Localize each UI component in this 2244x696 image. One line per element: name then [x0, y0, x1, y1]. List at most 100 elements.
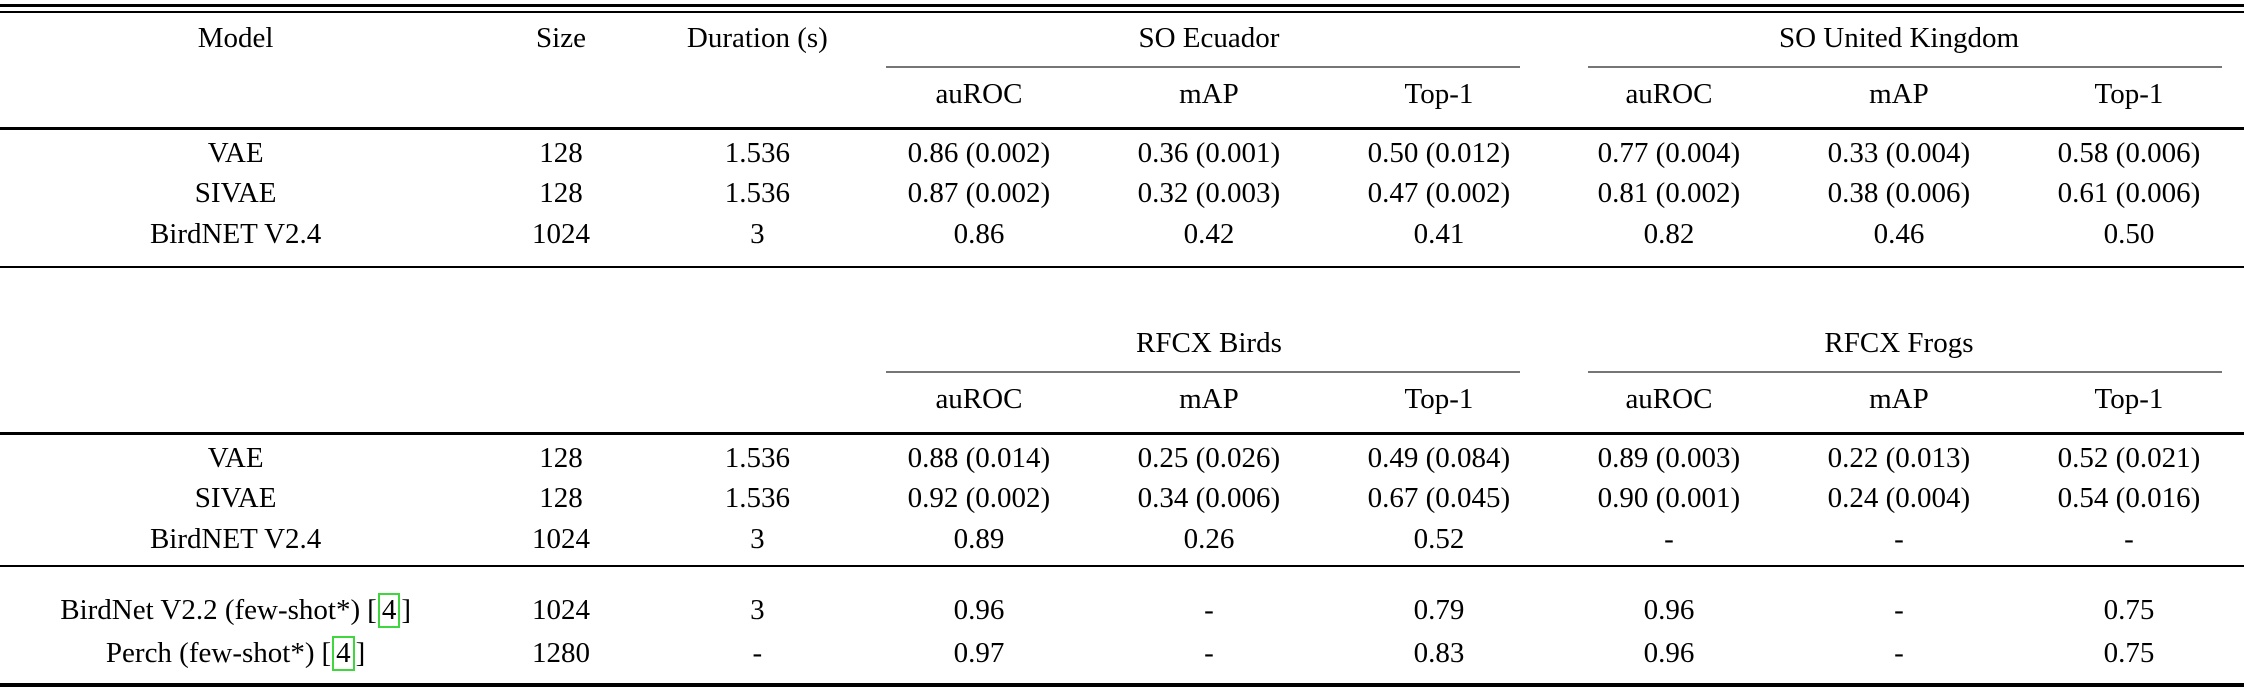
cell-value: -: [1783, 519, 2014, 567]
metric-header-row: auROC mAP Top-1 auROC mAP Top-1: [0, 377, 2244, 433]
cell-value: -: [1894, 594, 1904, 627]
metric-header-auroc: auROC: [1625, 77, 1713, 110]
cell-duration: 3: [750, 594, 765, 627]
col-header-model: Model: [197, 22, 274, 54]
cell-value: -: [2013, 519, 2244, 567]
section-gap: [0, 268, 2244, 318]
cell-value: 0.46: [1783, 214, 2014, 268]
table-row-vae: VAE 128 1.536 0.88 (0.014) 0.25 (0.026) …: [0, 431, 2244, 479]
citation-link-4[interactable]: 4: [332, 636, 355, 672]
cell-value: 0.89 (0.003): [1553, 431, 1784, 479]
cmidrule-rfcx-birds: [885, 371, 1520, 374]
cmidrule-so-ecuador: [885, 66, 1520, 69]
cell-value: 0.50 (0.012): [1323, 126, 1554, 174]
cell-size: 1280: [471, 632, 651, 688]
cell-value: 0.58 (0.006): [2013, 126, 2244, 174]
cell-value: 0.88 (0.014): [863, 431, 1094, 479]
cell-value: 0.49 (0.084): [1323, 431, 1554, 479]
cell-model: VAE: [0, 431, 472, 479]
citation-link-4[interactable]: 4: [377, 592, 401, 629]
metric-header-top1: Top-1: [2094, 77, 2164, 110]
cell-value: 0.96: [1553, 632, 1784, 688]
cell-value: -: [1783, 632, 2014, 688]
table-row-sivae: SIVAE 128 1.536 0.87 (0.002) 0.32 (0.003…: [0, 173, 2244, 214]
cell-duration: -: [650, 632, 864, 688]
cmidrule-rfcx-frogs: [1587, 371, 2222, 374]
cell-size: 1024: [471, 214, 651, 268]
cell-value: 0.32 (0.003): [1137, 177, 1281, 210]
metric-header-auroc: auROC: [1625, 382, 1713, 415]
table-row-birdnet-v24: BirdNET V2.4 1024 3 0.89 0.26 0.52 - - -: [0, 519, 2244, 567]
cell-value: 0.83: [1323, 632, 1554, 688]
model-label: BirdNet V2.2 (few-shot*): [60, 593, 361, 626]
cell-model: BirdNET V2.4: [0, 519, 472, 567]
group-header-row: Model Size Duration (s) SO Ecuador SO Un…: [0, 13, 2244, 58]
metric-header-map: mAP: [1869, 382, 1929, 415]
cell-value: 0.75: [2103, 594, 2155, 627]
metric-header-top1: Top-1: [1404, 382, 1474, 415]
cell-value: 0.41: [1323, 214, 1554, 268]
cell-value: 0.75: [2013, 632, 2244, 688]
cell-size: 128: [539, 177, 583, 210]
cell-model: BirdNet V2.2 (few-shot*)[4]: [0, 566, 471, 632]
cell-value: 0.54 (0.016): [2057, 482, 2201, 515]
cell-model: VAE: [0, 126, 472, 174]
cell-value: 0.96: [1643, 594, 1695, 627]
cell-value: 0.52: [1323, 519, 1554, 567]
citation-bracket-open: [: [367, 593, 377, 626]
cell-model: SIVAE: [194, 177, 277, 210]
citation-bracket-close: ]: [401, 593, 411, 626]
cell-value: 0.25 (0.026): [1093, 431, 1324, 479]
col-header-duration: Duration (s): [686, 22, 828, 54]
cell-size: 1024: [532, 594, 590, 627]
table-row-vae: VAE 128 1.536 0.86 (0.002) 0.36 (0.001) …: [0, 126, 2244, 174]
cell-value: 0.67 (0.045): [1367, 482, 1511, 515]
cell-duration: 1.536: [724, 482, 790, 515]
cell-value: 0.77 (0.004): [1553, 126, 1784, 174]
metric-header-auroc: auROC: [935, 77, 1023, 110]
cell-size: 128: [471, 431, 651, 479]
table-row-birdnet-v24: BirdNET V2.4 1024 3 0.86 0.42 0.41 0.82 …: [0, 214, 2244, 268]
group-header-so-united-kingdom: SO United Kingdom: [1778, 22, 2019, 54]
cell-value: -: [1553, 519, 1784, 567]
table-row-perch-fewshot: Perch (few-shot*)[4] 1280 - 0.97 - 0.83 …: [0, 632, 2244, 688]
cell-value: 0.86 (0.002): [863, 126, 1094, 174]
cell-value: 0.61 (0.006): [2057, 177, 2201, 210]
cell-value: 0.90 (0.001): [1597, 482, 1741, 515]
group-header-rfcx-frogs: RFCX Frogs: [1824, 326, 1974, 359]
metric-header-map: mAP: [1179, 77, 1239, 110]
cell-value: 0.34 (0.006): [1137, 482, 1281, 515]
model-label: Perch (few-shot*): [105, 637, 315, 670]
metric-header-top1: Top-1: [2094, 382, 2164, 415]
cell-size: 1024: [471, 519, 651, 567]
cell-value: 0.26: [1093, 519, 1324, 567]
top-rule-thick: [0, 4, 2244, 7]
cell-duration: 1.536: [724, 177, 790, 210]
cell-value: 0.82: [1553, 214, 1784, 268]
cell-value: -: [1093, 632, 1324, 688]
citation-bracket-close: ]: [355, 637, 366, 670]
cell-value: 0.79: [1413, 594, 1465, 627]
cell-value: 0.22 (0.013): [1783, 431, 2014, 479]
table-row-birdnet-v22-fewshot: BirdNet V2.2 (few-shot*)[4] 1024 3 0.96 …: [0, 566, 2244, 632]
table-row-sivae: SIVAE 128 1.536 0.92 (0.002) 0.34 (0.006…: [0, 478, 2244, 519]
cell-value: 0.52 (0.021): [2013, 431, 2244, 479]
cell-value: 0.87 (0.002): [907, 177, 1051, 210]
citation-bracket-open: [: [321, 637, 332, 670]
col-header-size: Size: [536, 22, 586, 54]
cell-value: 0.50: [2013, 214, 2244, 268]
cell-size: 128: [471, 126, 651, 174]
cell-value: 0.86: [863, 214, 1094, 268]
metric-header-map: mAP: [1179, 382, 1239, 415]
metric-header-top1: Top-1: [1404, 77, 1474, 110]
cell-size: 128: [539, 482, 583, 515]
cell-value: 0.36 (0.001): [1093, 126, 1324, 174]
cmidrule-so-united-kingdom: [1587, 66, 2222, 69]
cell-model: Perch (few-shot*)[4]: [0, 632, 472, 688]
cell-duration: 3: [650, 214, 864, 268]
cell-value: 0.47 (0.002): [1367, 177, 1511, 210]
cell-value: 0.92 (0.002): [907, 482, 1051, 515]
cell-model: SIVAE: [194, 482, 277, 515]
group-header-so-ecuador: SO Ecuador: [1138, 22, 1280, 54]
